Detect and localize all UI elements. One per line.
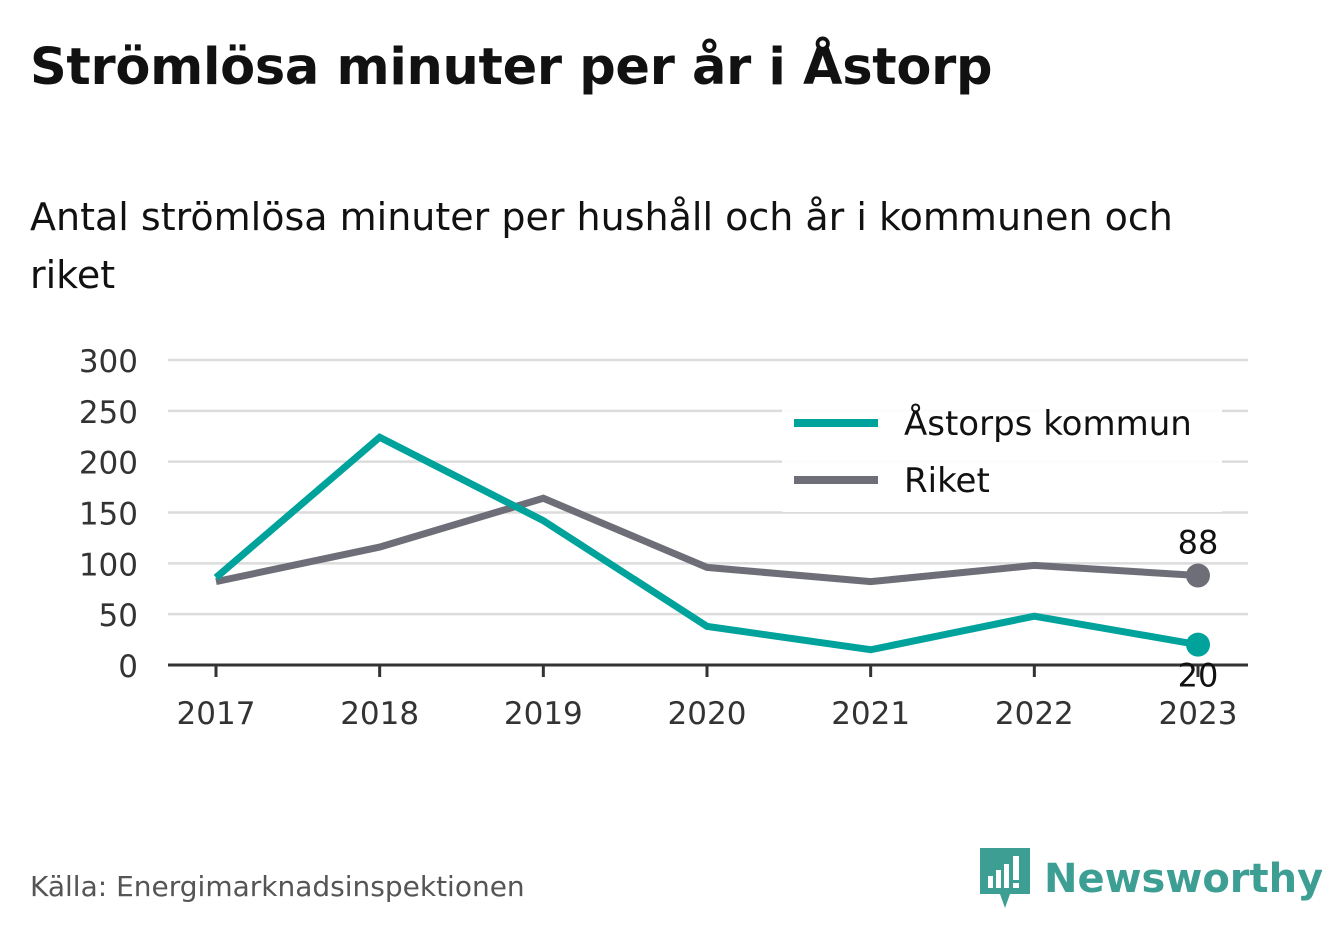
y-tick-label: 0 bbox=[118, 649, 138, 685]
legend-label: Åstorps kommun bbox=[904, 403, 1192, 444]
end-label-astorp: 20 bbox=[1178, 657, 1219, 695]
y-tick-label: 200 bbox=[79, 446, 138, 482]
chart-title: Strömlösa minuter per år i Åstorp bbox=[30, 38, 993, 97]
series-endpoint-1 bbox=[1186, 563, 1210, 588]
x-tick-label: 2018 bbox=[340, 696, 419, 732]
source-note: Källa: Energimarknadsinspektionen bbox=[30, 870, 525, 903]
x-tick-label: 2023 bbox=[1159, 696, 1238, 732]
y-tick-label: 50 bbox=[99, 598, 138, 634]
y-tick-label: 100 bbox=[79, 547, 138, 583]
x-tick-label: 2019 bbox=[504, 696, 583, 732]
legend-background bbox=[782, 392, 1222, 512]
y-tick-label: 150 bbox=[79, 497, 138, 533]
y-tick-label: 300 bbox=[79, 344, 138, 380]
brand-logo-block: Newsworthy bbox=[980, 848, 1322, 910]
x-tick-label: 2022 bbox=[995, 696, 1074, 732]
x-tick-label: 2020 bbox=[668, 696, 747, 732]
x-tick-label: 2017 bbox=[177, 696, 256, 732]
series-endpoint-0 bbox=[1186, 632, 1210, 657]
y-tick-label: 250 bbox=[79, 395, 138, 431]
x-tick-label: 2021 bbox=[831, 696, 910, 732]
chart-subtitle: Antal strömlösa minuter per hushåll och … bbox=[30, 195, 1173, 297]
brand-name: Newsworthy bbox=[1044, 856, 1322, 902]
bar-chart-speech-bubble-icon bbox=[980, 848, 1030, 908]
legend-label: Riket bbox=[904, 461, 990, 501]
end-label-riket: 88 bbox=[1178, 524, 1219, 562]
